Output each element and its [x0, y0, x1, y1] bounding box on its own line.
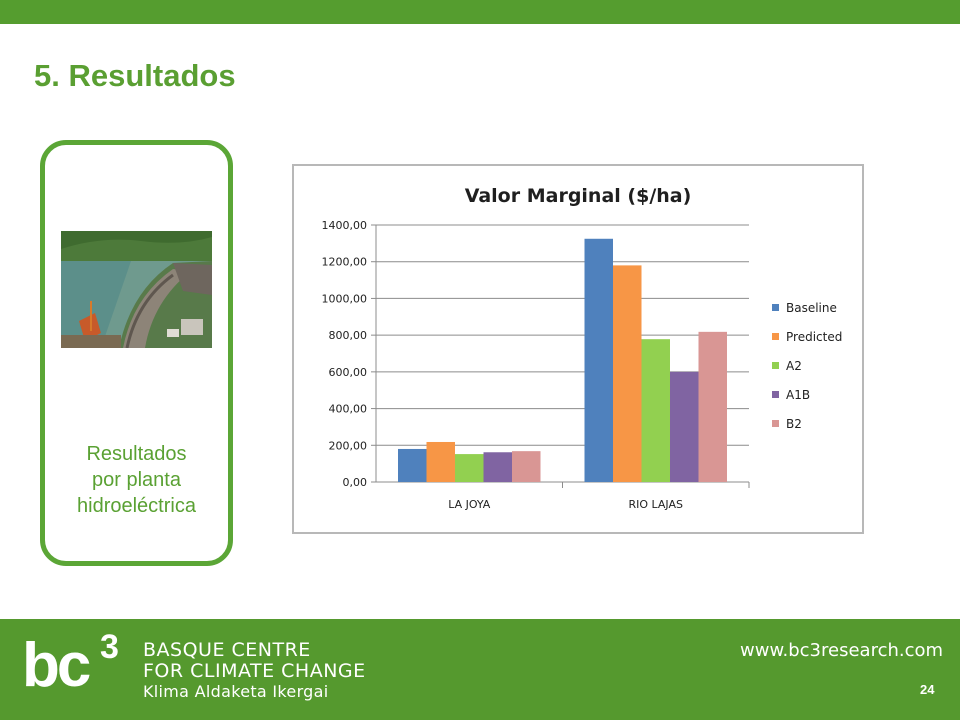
legend-swatch-a2 [772, 362, 779, 369]
bar-a1b-la-joya [483, 452, 512, 482]
page-title: 5. Resultados [34, 58, 236, 93]
top-bar [0, 0, 960, 24]
chart-title: Valor Marginal ($/ha) [465, 185, 692, 207]
y-tick-label: 1400,00 [322, 219, 368, 232]
y-tick-label: 1200,00 [322, 256, 368, 269]
legend-label-b2: B2 [786, 417, 802, 431]
hydro-plant-card: Resultados por planta hidroeléctrica [40, 140, 233, 566]
card-caption: Resultados por planta hidroeléctrica [45, 441, 228, 519]
bar-a2-la-joya [455, 454, 484, 482]
logo-bc: bc [22, 631, 91, 700]
chart-frame: Valor Marginal ($/ha) 0,00 200,00 400,00 600… [292, 164, 864, 534]
website-url: www.bc3research.com [740, 640, 944, 661]
bar-chart: Valor Marginal ($/ha) 0,00 200,00 400,00 600… [322, 185, 843, 511]
y-tick-label: 600,00 [329, 366, 368, 379]
legend-label-baseline: Baseline [786, 301, 837, 315]
y-tick-label: 0,00 [343, 476, 368, 489]
page-number: 24 [920, 682, 935, 697]
org-name: BASQUE CENTRE FOR CLIMATE CHANGE Klima A… [143, 640, 366, 702]
dam-illustration [61, 231, 212, 348]
org-line-3: Klima Aldaketa Ikergai [143, 682, 329, 701]
y-tick-label: 200,00 [329, 439, 368, 452]
bar-baseline-la-joya [398, 448, 427, 482]
org-line-2: FOR CLIMATE CHANGE [143, 660, 366, 682]
y-tick-label: 800,00 [329, 329, 368, 342]
caption-line-3: hidroeléctrica [77, 495, 196, 517]
bar-baseline-rio-lajas [584, 238, 613, 482]
legend-label-a2: A2 [786, 359, 802, 373]
legend-label-a1b: A1B [786, 388, 810, 402]
y-tick-label: 400,00 [329, 403, 368, 416]
legend-swatch-baseline [772, 304, 779, 311]
legend-swatch-predicted [772, 333, 779, 340]
bar-predicted-rio-lajas [613, 265, 642, 482]
legend-swatch-a1b [772, 391, 779, 398]
bar-a1b-rio-lajas [670, 371, 699, 482]
legend-swatch-b2 [772, 420, 779, 427]
logo-superscript: 3 [100, 628, 119, 666]
caption-line-2: por planta [92, 469, 181, 491]
bar-b2-la-joya [512, 451, 541, 482]
bar-b2-rio-lajas [698, 331, 727, 482]
dam-photo [61, 231, 212, 348]
x-tick-label: RIO LAJAS [628, 498, 683, 511]
footer-bar [0, 619, 960, 720]
org-line-1: BASQUE CENTRE [143, 639, 311, 661]
bar-predicted-la-joya [426, 441, 455, 482]
caption-line-1: Resultados [86, 443, 187, 465]
legend-label-predicted: Predicted [786, 330, 842, 344]
y-tick-label: 1000,00 [322, 292, 368, 305]
bar-a2-rio-lajas [641, 339, 670, 482]
x-tick-label: LA JOYA [448, 498, 491, 511]
